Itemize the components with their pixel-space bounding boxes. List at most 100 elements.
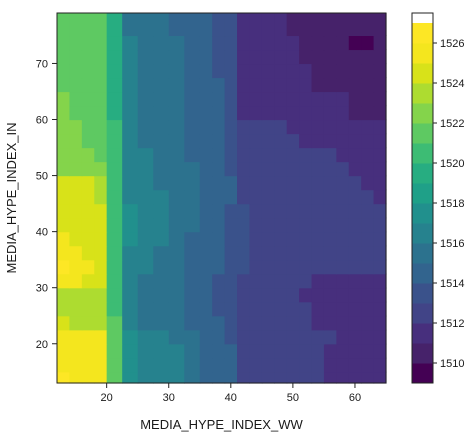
heatmap-cell: [249, 371, 263, 384]
heatmap-cell: [286, 161, 300, 177]
heatmap-cell: [94, 231, 108, 247]
heatmap-cell: [224, 105, 238, 121]
heatmap-cell: [137, 259, 154, 275]
heatmap-cell: [261, 245, 275, 261]
heatmap-cell: [286, 217, 300, 233]
heatmap-cell: [274, 133, 288, 149]
heatmap-cell: [168, 63, 185, 79]
heatmap-cell: [336, 161, 350, 177]
heatmap-cell: [224, 133, 238, 149]
heatmap-cell: [94, 245, 108, 261]
colorbar-swatch: [412, 63, 433, 84]
heatmap-cell: [122, 77, 139, 93]
heatmap-cell: [212, 77, 226, 93]
heatmap-cell: [274, 217, 288, 233]
heatmap-cell: [81, 245, 95, 261]
heatmap-cell: [261, 287, 275, 303]
heatmap-cell: [122, 203, 139, 219]
heatmap-cell: [224, 119, 238, 135]
heatmap-cell: [311, 13, 325, 37]
heatmap-cell: [184, 273, 201, 289]
heatmap-cell: [106, 189, 123, 205]
heatmap-cell: [94, 217, 108, 233]
heatmap-cell: [184, 217, 201, 233]
heatmap-cell: [168, 35, 185, 51]
heatmap-cell: [57, 105, 71, 121]
colorbar-swatch: [412, 343, 433, 364]
heatmap-cell: [69, 175, 83, 191]
heatmap-cell: [199, 13, 213, 37]
heatmap-cell: [94, 119, 108, 135]
heatmap-cell: [348, 315, 362, 331]
heatmap-cell: [184, 259, 201, 275]
heatmap-cell: [212, 343, 226, 359]
heatmap-cell: [274, 245, 288, 261]
heatmap-cell: [336, 329, 350, 345]
heatmap-cell: [299, 357, 313, 373]
colorbar-tick-label: 1518: [440, 198, 464, 210]
heatmap-cell: [81, 203, 95, 219]
heatmap-cell: [348, 63, 362, 79]
heatmap-cell: [299, 217, 313, 233]
heatmap-cell: [274, 287, 288, 303]
heatmap-cell: [199, 315, 213, 331]
heatmap-cell: [336, 49, 350, 65]
heatmap-cell: [168, 105, 185, 121]
heatmap-cell: [348, 147, 362, 163]
heatmap-cell: [153, 189, 170, 205]
heatmap-cell: [373, 49, 387, 65]
heatmap-cell: [237, 259, 251, 275]
heatmap-cell: [361, 91, 375, 107]
heatmap-cell: [274, 189, 288, 205]
heatmap-cell: [137, 147, 154, 163]
colorbar-swatch: [412, 203, 433, 224]
heatmap-cell: [323, 175, 337, 191]
heatmap-cell: [274, 259, 288, 275]
heatmap-cell: [361, 175, 375, 191]
heatmap-cell: [373, 301, 387, 317]
heatmap-cell: [311, 147, 325, 163]
heatmap-cell: [94, 189, 108, 205]
heatmap-cell: [153, 315, 170, 331]
heatmap-cell: [122, 147, 139, 163]
heatmap-cell: [106, 13, 123, 37]
heatmap-cell: [348, 35, 362, 51]
heatmap-cell: [137, 231, 154, 247]
heatmap-cell: [81, 91, 95, 107]
heatmap-cell: [261, 147, 275, 163]
colorbar-swatch: [412, 363, 433, 384]
heatmap-cell: [336, 245, 350, 261]
heatmap-cell: [184, 343, 201, 359]
heatmap-cell: [94, 35, 108, 51]
heatmap-cell: [348, 203, 362, 219]
heatmap-cell: [336, 175, 350, 191]
heatmap-cell: [69, 119, 83, 135]
heatmap-cell: [299, 35, 313, 51]
heatmap-cell: [299, 13, 313, 37]
heatmap-cell: [323, 105, 337, 121]
heatmap-cell: [106, 161, 123, 177]
colorbar-tick-label: 1520: [440, 158, 464, 170]
heatmap-cell: [224, 63, 238, 79]
heatmap-cell: [299, 119, 313, 135]
heatmap-cell: [274, 329, 288, 345]
heatmap-cell: [373, 105, 387, 121]
heatmap-cell: [323, 315, 337, 331]
heatmap-cell: [249, 133, 263, 149]
heatmap-cell: [81, 175, 95, 191]
heatmap-cell: [286, 189, 300, 205]
heatmap-cell: [212, 13, 226, 37]
heatmap-cell: [199, 245, 213, 261]
heatmap-cell: [94, 13, 108, 37]
colorbar-swatch: [412, 83, 433, 104]
heatmap-cell: [311, 77, 325, 93]
heatmap-cell: [168, 161, 185, 177]
heatmap-cell: [153, 13, 170, 37]
heatmap-cell: [311, 105, 325, 121]
heatmap-cell: [286, 259, 300, 275]
heatmap-cell: [137, 77, 154, 93]
heatmap-cell: [224, 315, 238, 331]
heatmap-cell: [286, 105, 300, 121]
y-tick-label: 70: [36, 58, 48, 70]
heatmap-cell: [237, 133, 251, 149]
